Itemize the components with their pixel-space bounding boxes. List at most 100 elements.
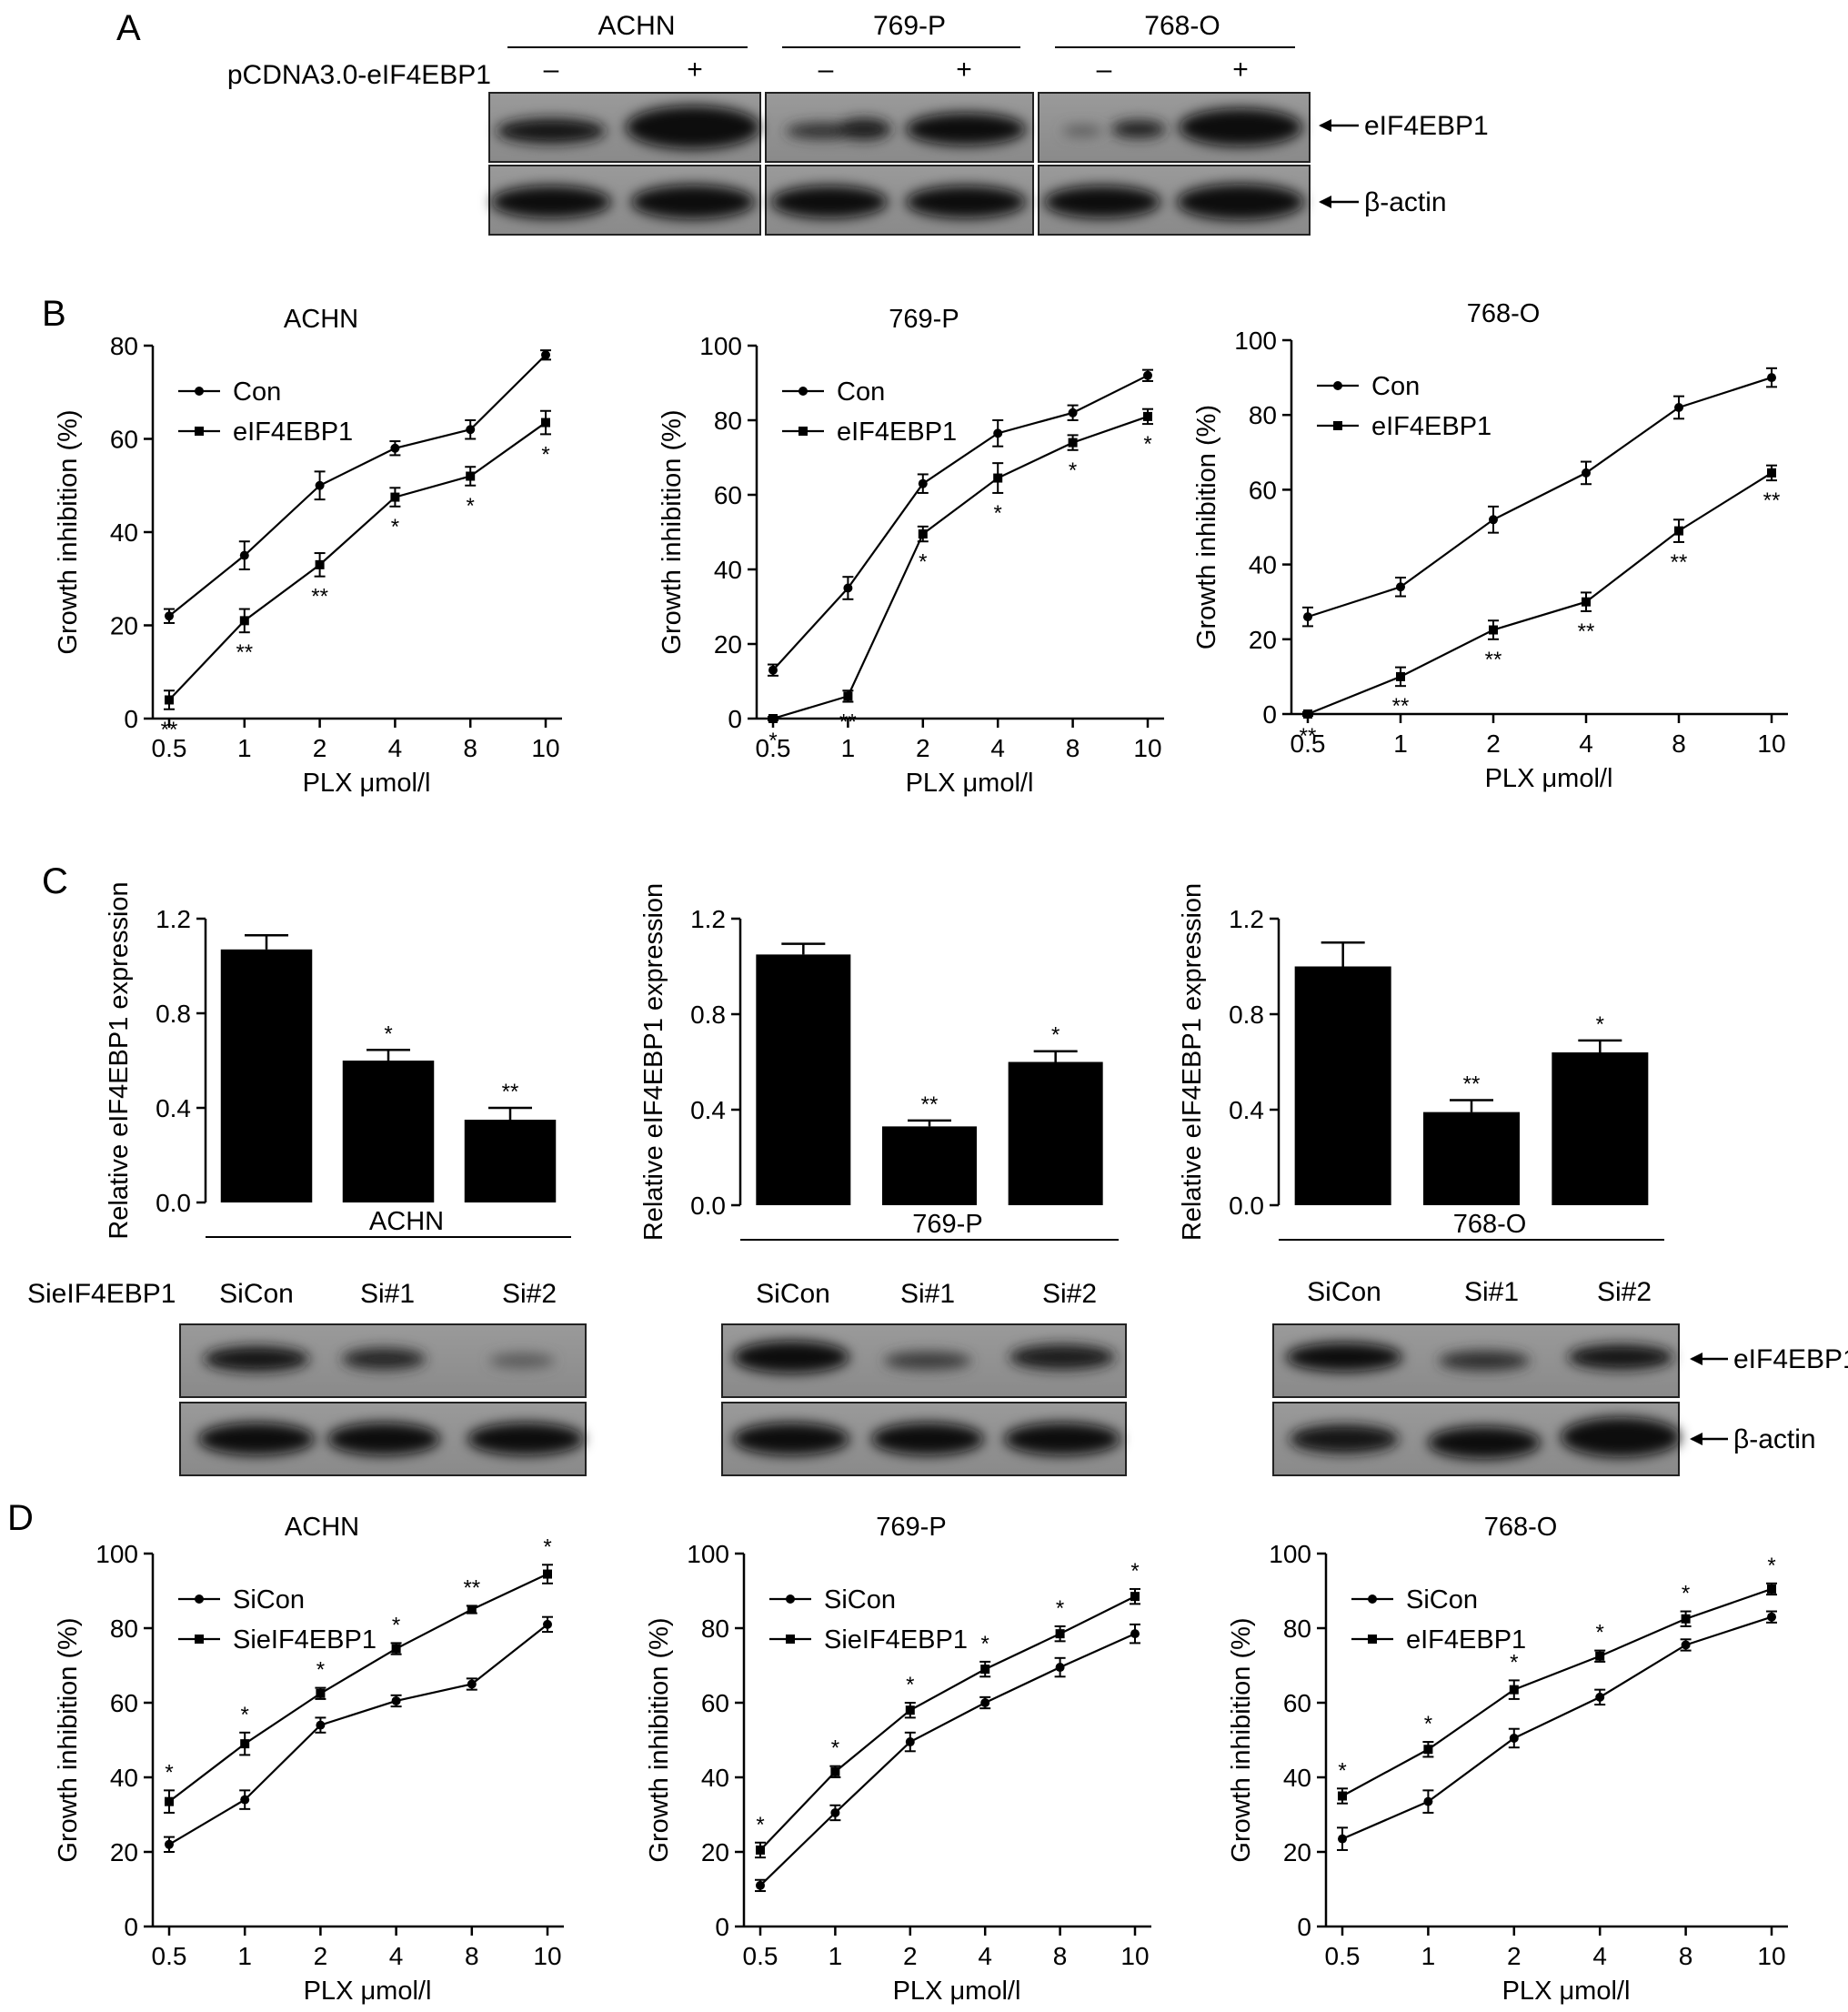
x-tick-label: 0.5	[152, 1942, 187, 1970]
data-point	[1509, 1685, 1519, 1695]
series-line	[1341, 1587, 1773, 1797]
significance-marker: *	[543, 1534, 551, 1559]
significance-marker: **	[1671, 550, 1688, 575]
data-point	[905, 1737, 915, 1747]
data-point	[1489, 625, 1498, 635]
legend-label: eIF4EBP1	[1371, 412, 1491, 441]
data-point	[541, 350, 550, 360]
bar	[464, 1120, 557, 1202]
x-tick-label: 2	[916, 734, 930, 762]
group-label: 769-P	[912, 1210, 982, 1239]
chart-c-achn: 0.0 0.4 0.8 1.2 Relative eIF4EBP1 expression…	[105, 881, 571, 1240]
data-point	[1595, 1692, 1605, 1702]
y-tick-label: 60	[110, 426, 138, 454]
y-tick-label: 20	[110, 1838, 138, 1866]
data-point	[768, 665, 778, 675]
x-tick-label: 1	[1393, 729, 1408, 758]
lane-label: SiCon	[756, 1279, 830, 1309]
significance-marker: *	[994, 501, 1002, 526]
y-tick-label: 40	[714, 556, 742, 584]
x-tick-label: 1	[1421, 1942, 1436, 1970]
bar	[756, 954, 851, 1205]
y-tick-label: 100	[687, 1540, 729, 1568]
data-point	[1303, 709, 1312, 719]
y-tick-label: 80	[714, 407, 742, 435]
data-point	[1338, 1834, 1347, 1844]
data-point	[1767, 468, 1776, 478]
y-tick-label: 1.2	[156, 905, 191, 933]
data-point	[467, 1605, 477, 1615]
data-point	[993, 473, 1003, 483]
y-tick-label: 20	[701, 1838, 729, 1866]
x-tick-label: 8	[465, 1942, 479, 1970]
y-tick-label: 0.8	[690, 1001, 726, 1029]
x-tick-label: 0.5	[152, 734, 187, 762]
x-tick-label: 10	[531, 734, 559, 762]
data-point	[843, 691, 853, 701]
lane-sign: –	[544, 55, 559, 85]
x-tick-label: 0.5	[1291, 729, 1326, 758]
legend-label: Con	[1371, 372, 1420, 401]
data-point	[165, 1839, 174, 1849]
x-tick-label: 10	[1757, 729, 1785, 758]
legend-label: eIF4EBP1	[1406, 1625, 1526, 1655]
bar	[1008, 1061, 1103, 1205]
bar	[342, 1061, 435, 1202]
legend-label: eIF4EBP1	[233, 417, 353, 447]
significance-marker: *	[1143, 432, 1151, 457]
legend-label: SiCon	[824, 1585, 896, 1615]
data-point	[1055, 1663, 1065, 1673]
significance-marker: *	[391, 515, 399, 539]
band-arrow-head	[1319, 119, 1331, 132]
significance-marker: *	[906, 1673, 914, 1697]
data-point	[543, 1569, 552, 1579]
y-tick-label: 100	[699, 332, 742, 360]
y-tick-label: 0	[1262, 700, 1277, 729]
band-label-eif4ebp1: eIF4EBP1	[1733, 1344, 1848, 1374]
data-point	[1582, 468, 1591, 478]
x-tick-label: 0.5	[756, 734, 791, 762]
data-point	[391, 1644, 401, 1654]
x-tick-label: 8	[1679, 1942, 1693, 1970]
bar	[1423, 1112, 1520, 1205]
y-axis-label: Growth inhibition (%)	[54, 1617, 83, 1862]
significance-marker: *	[392, 1613, 400, 1637]
chart-title: 768-O	[1467, 299, 1541, 328]
y-tick-label: 20	[110, 612, 138, 640]
data-point	[1068, 438, 1078, 448]
data-point	[843, 583, 853, 593]
x-axis-label: PLX μmol/l	[1502, 1977, 1631, 2006]
sirna-row-label: SieIF4EBP1	[27, 1279, 176, 1309]
y-tick-label: 20	[1249, 626, 1277, 654]
bar	[1294, 966, 1391, 1205]
data-point	[467, 1679, 477, 1689]
data-point	[830, 1766, 840, 1776]
x-tick-label: 10	[1133, 734, 1161, 762]
data-point	[315, 480, 325, 490]
significance-marker: **	[502, 1080, 519, 1104]
significance-marker: *	[1596, 1012, 1604, 1037]
y-tick-label: 40	[1283, 1764, 1311, 1792]
significance-marker: *	[981, 1632, 989, 1656]
lane-label: Si#2	[1597, 1277, 1652, 1307]
data-point	[466, 425, 476, 435]
y-axis-label: Growth inhibition (%)	[645, 1617, 674, 1862]
y-tick-label: 0.0	[1229, 1192, 1264, 1220]
x-axis-label: PLX μmol/l	[304, 1977, 432, 2006]
x-tick-label: 10	[1757, 1942, 1785, 1970]
series-line	[168, 421, 547, 701]
data-point	[980, 1698, 990, 1707]
band-label-eif4ebp1: eIF4EBP1	[1364, 111, 1489, 141]
chart-d-achn: 0 20 40 60 80 100 Growth inhibition (%) 0.5 1 2 4 8…	[54, 1513, 564, 2006]
lane-sign: –	[1097, 55, 1112, 85]
data-point	[1489, 515, 1498, 525]
bar	[1552, 1052, 1649, 1205]
significance-marker: *	[316, 1658, 325, 1683]
significance-marker: *	[1767, 1554, 1775, 1578]
y-tick-label: 60	[110, 1689, 138, 1717]
significance-marker: **	[1463, 1072, 1481, 1097]
significance-marker: *	[1069, 458, 1077, 483]
significance-marker: **	[1392, 694, 1410, 719]
y-tick-label: 100	[1269, 1540, 1311, 1568]
lane-label: SiCon	[1307, 1277, 1381, 1307]
